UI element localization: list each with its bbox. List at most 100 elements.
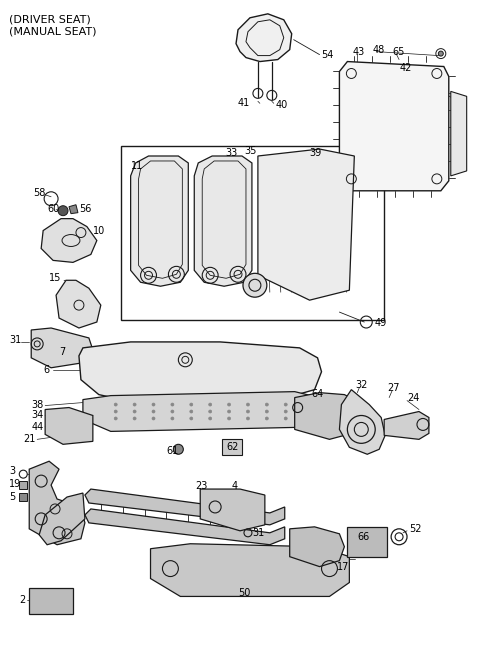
Polygon shape [69,205,78,214]
Polygon shape [85,509,285,544]
Text: 58: 58 [33,188,46,198]
Polygon shape [39,493,85,544]
Circle shape [114,410,117,413]
Circle shape [171,410,174,413]
Circle shape [228,403,230,406]
Text: 48: 48 [372,45,384,54]
Circle shape [171,403,174,406]
Polygon shape [200,489,265,531]
Circle shape [190,403,193,406]
Circle shape [438,51,444,56]
Text: 66: 66 [357,532,370,542]
Text: 39: 39 [310,148,322,158]
Text: 31: 31 [9,335,22,345]
Text: 40: 40 [276,100,288,110]
Circle shape [114,417,117,420]
Text: 17: 17 [337,562,350,571]
Circle shape [265,417,268,420]
Circle shape [265,410,268,413]
Polygon shape [290,527,344,567]
Circle shape [284,417,287,420]
Circle shape [246,417,250,420]
Circle shape [133,410,136,413]
Polygon shape [83,392,327,432]
Circle shape [228,410,230,413]
Text: 10: 10 [93,226,105,236]
Text: 42: 42 [399,62,411,73]
Polygon shape [85,489,285,525]
Text: 50: 50 [238,588,251,598]
Text: (MANUAL SEAT): (MANUAL SEAT) [9,27,97,37]
Text: 2: 2 [19,596,25,605]
Text: 54: 54 [322,50,334,60]
Text: 21: 21 [23,434,36,444]
Circle shape [228,417,230,420]
Circle shape [284,403,287,406]
Polygon shape [31,328,93,368]
Polygon shape [295,393,369,440]
Text: 38: 38 [31,400,44,409]
Polygon shape [451,91,467,176]
Polygon shape [348,527,387,557]
Text: 64: 64 [312,388,324,399]
Text: 35: 35 [244,146,256,156]
Text: 33: 33 [225,148,237,158]
Polygon shape [339,62,449,191]
Circle shape [284,410,287,413]
Text: 62: 62 [226,442,239,452]
Text: 61: 61 [167,446,179,457]
Polygon shape [29,588,73,614]
Circle shape [246,410,250,413]
Text: (DRIVER SEAT): (DRIVER SEAT) [9,15,91,25]
Text: 3: 3 [9,466,15,476]
Polygon shape [29,461,85,544]
Polygon shape [41,218,97,262]
Circle shape [133,417,136,420]
Polygon shape [19,481,27,489]
Text: 65: 65 [392,47,405,56]
Circle shape [190,417,193,420]
Text: 24: 24 [407,392,420,403]
Polygon shape [131,156,188,286]
Text: 32: 32 [355,380,368,390]
Text: 27: 27 [387,382,400,393]
Polygon shape [45,407,93,444]
Circle shape [190,410,193,413]
Text: 49: 49 [374,318,386,328]
Circle shape [133,403,136,406]
Text: 44: 44 [31,422,44,432]
Text: 41: 41 [238,98,250,108]
Circle shape [265,403,268,406]
Polygon shape [19,493,27,501]
Circle shape [171,417,174,420]
Circle shape [152,417,155,420]
Polygon shape [236,14,292,62]
Circle shape [173,444,183,454]
Circle shape [152,410,155,413]
Circle shape [152,403,155,406]
Text: 11: 11 [131,161,143,171]
Circle shape [243,274,267,297]
Polygon shape [222,440,242,455]
Text: 7: 7 [59,347,65,357]
Circle shape [209,410,212,413]
Text: 19: 19 [9,479,22,489]
Text: 56: 56 [79,204,91,214]
Text: 4: 4 [232,481,238,491]
Text: 43: 43 [352,47,365,56]
Polygon shape [56,280,101,328]
Text: 31: 31 [252,528,264,538]
Text: 60: 60 [47,204,60,214]
Polygon shape [339,390,385,454]
Circle shape [209,417,212,420]
Polygon shape [194,156,252,286]
Text: 6: 6 [43,365,49,375]
Text: 23: 23 [195,481,208,491]
Circle shape [114,403,117,406]
Circle shape [246,403,250,406]
Text: 34: 34 [31,411,44,420]
Text: 15: 15 [49,274,61,283]
Text: 5: 5 [9,492,15,502]
Text: 52: 52 [409,524,421,534]
Circle shape [58,206,68,216]
